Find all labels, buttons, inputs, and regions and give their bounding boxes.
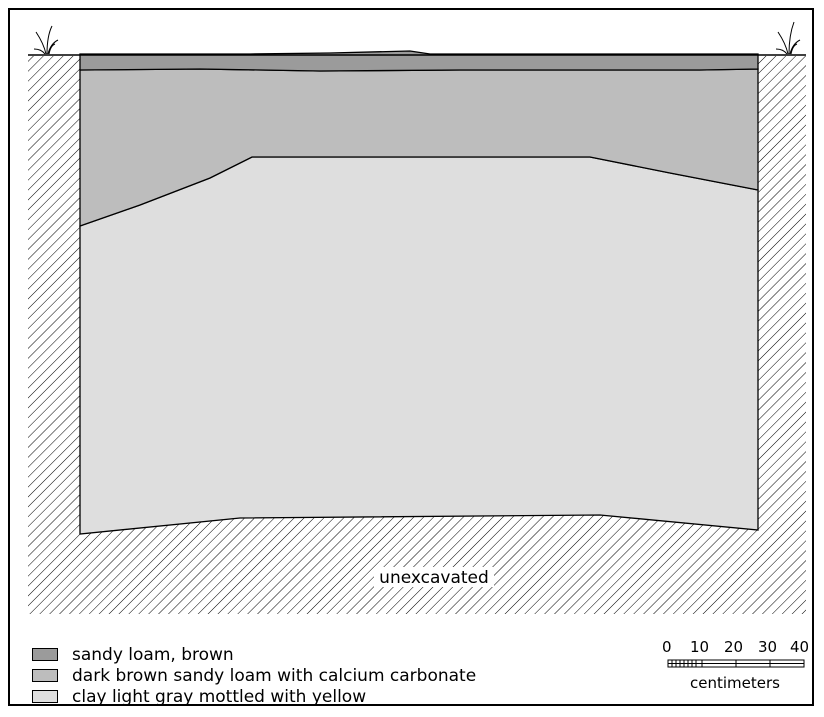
scale-tick-label: 0 <box>662 638 672 656</box>
scale-tick-label: 30 <box>758 638 778 656</box>
legend-label: dark brown sandy loam with calcium carbo… <box>72 665 477 686</box>
legend: sandy loam, brown dark brown sandy loam … <box>32 644 476 707</box>
legend-item: clay light gray mottled with yellow <box>32 686 476 707</box>
scale-bar-graphic <box>667 659 805 668</box>
legend-swatch-clay <box>32 690 58 703</box>
scale-tick-label: 20 <box>724 638 744 656</box>
unexcavated-label: unexcavated <box>379 568 489 588</box>
unexcavated-label-bg <box>374 567 494 587</box>
legend-label: clay light gray mottled with yellow <box>72 686 367 707</box>
legend-swatch-sandy-loam <box>32 648 58 661</box>
scale-tick-label: 10 <box>690 638 710 656</box>
legend-label: sandy loam, brown <box>72 644 234 665</box>
scale-tick-label: 40 <box>790 638 810 656</box>
layer-sandy-loam-brown <box>79 50 759 72</box>
grass-tuft-right-icon <box>775 21 801 55</box>
legend-item: dark brown sandy loam with calcium carbo… <box>32 665 476 686</box>
legend-swatch-dark-brown-sandy-loam <box>32 669 58 682</box>
layer-clay <box>79 156 759 535</box>
unexcavated-hatch <box>28 56 806 614</box>
grass-tuft-left-icon <box>33 25 59 55</box>
scale-unit-label: centimeters <box>690 674 780 692</box>
legend-item: sandy loam, brown <box>32 644 476 665</box>
